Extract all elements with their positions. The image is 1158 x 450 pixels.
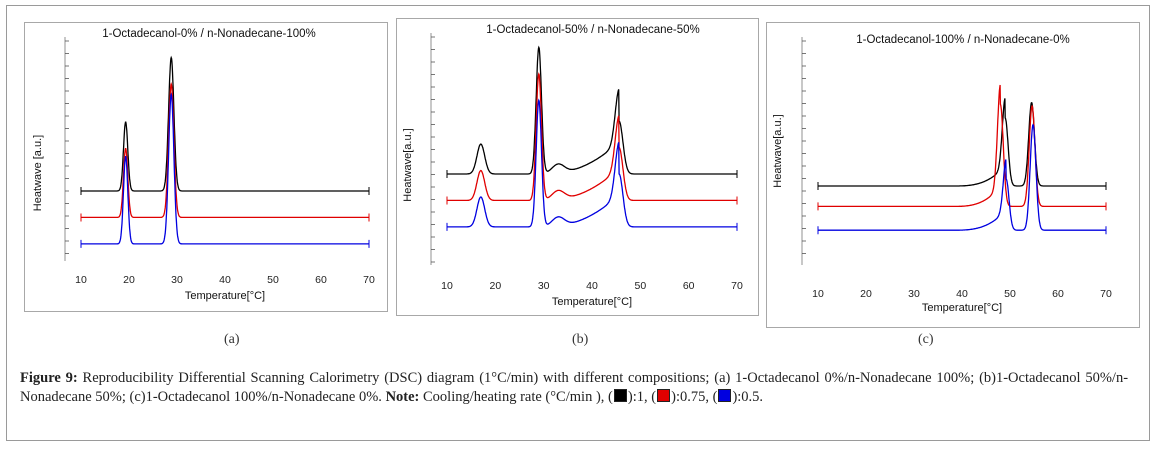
x-tick-label: 20	[860, 288, 872, 300]
x-tick-label: 70	[1100, 288, 1112, 300]
chart-panel-a: 1-Octadecanol-0% / n-Nonadecane-100% Heat…	[24, 22, 388, 312]
series-line-0.5	[447, 98, 737, 228]
x-tick-label: 60	[315, 274, 327, 286]
series-line-1	[447, 45, 737, 175]
legend-text-blue: :0.5.	[737, 389, 764, 405]
x-tick-label: 60	[683, 280, 695, 292]
chart-a: 1-Octadecanol-0% / n-Nonadecane-100% Heat…	[32, 28, 375, 302]
x-axis-label: Temperature[°C]	[922, 302, 1002, 314]
x-tick-label: 40	[956, 288, 968, 300]
legend-text-black: :1,	[632, 389, 648, 405]
x-tick-label: 10	[812, 288, 824, 300]
series-line-0.75	[447, 72, 737, 202]
y-axis-label: Heatwave [a.u.]	[32, 135, 44, 211]
series-line-0.5	[81, 92, 369, 245]
x-tick-label: 50	[1004, 288, 1016, 300]
chart-panel-c: 1-Octadecanol-100% / n-Nonadecane-0% Heat…	[766, 22, 1140, 328]
figure-caption: Figure 9: Reproducibility Differential S…	[20, 370, 1129, 405]
x-tick-label: 20	[489, 280, 501, 292]
x-tick-label: 50	[634, 280, 646, 292]
x-tick-label: 30	[171, 274, 183, 286]
panel-label-c: (c)	[918, 332, 934, 347]
x-axis-label: Temperature[°C]	[552, 296, 632, 308]
chart-panel-b: 1-Octadecanol-50% / n-Nonadecane-50% Heat…	[396, 18, 759, 316]
figure-label: Figure 9:	[20, 370, 78, 386]
legend-swatch-black	[613, 389, 627, 402]
note-label: Note:	[385, 389, 420, 405]
series-line-0.75	[81, 82, 369, 219]
x-tick-label: 40	[586, 280, 598, 292]
x-tick-label: 50	[267, 274, 279, 286]
x-tick-label: 30	[538, 280, 550, 292]
x-tick-label: 10	[441, 280, 453, 292]
legend-swatch-blue	[718, 389, 732, 402]
x-tick-label: 10	[75, 274, 87, 286]
chart-title: 1-Octadecanol-100% / n-Nonadecane-0%	[856, 34, 1070, 46]
legend-text-red: :0.75,	[675, 389, 709, 405]
chart-title: 1-Octadecanol-0% / n-Nonadecane-100%	[102, 28, 316, 40]
caption-text: Reproducibility Differential Scanning Ca…	[20, 370, 1129, 405]
x-tick-label: 40	[219, 274, 231, 286]
x-tick-label: 20	[123, 274, 135, 286]
x-tick-label: 30	[908, 288, 920, 300]
panel-label-b: (b)	[572, 332, 589, 347]
figure-frame	[6, 5, 1150, 441]
x-axis-label: Temperature[°C]	[185, 290, 265, 302]
y-axis-label: Heatwave[a.u.]	[772, 114, 784, 187]
series-line-0.5	[818, 123, 1106, 231]
series-line-1	[818, 98, 1106, 187]
legend-swatch-red	[657, 389, 671, 402]
x-tick-label: 70	[363, 274, 375, 286]
chart-b: 1-Octadecanol-50% / n-Nonadecane-50% Heat…	[402, 24, 743, 308]
note-text: Cooling/heating rate (°C/min ),	[423, 389, 605, 405]
series-line-0.75	[818, 84, 1106, 208]
panel-label-a: (a)	[224, 332, 240, 347]
chart-c: 1-Octadecanol-100% / n-Nonadecane-0% Heat…	[772, 34, 1112, 314]
x-tick-label: 60	[1052, 288, 1064, 300]
x-tick-label: 70	[731, 280, 743, 292]
y-axis-label: Heatwave[a.u.]	[402, 128, 414, 201]
series-line-1	[81, 55, 369, 192]
chart-title: 1-Octadecanol-50% / n-Nonadecane-50%	[486, 24, 700, 36]
